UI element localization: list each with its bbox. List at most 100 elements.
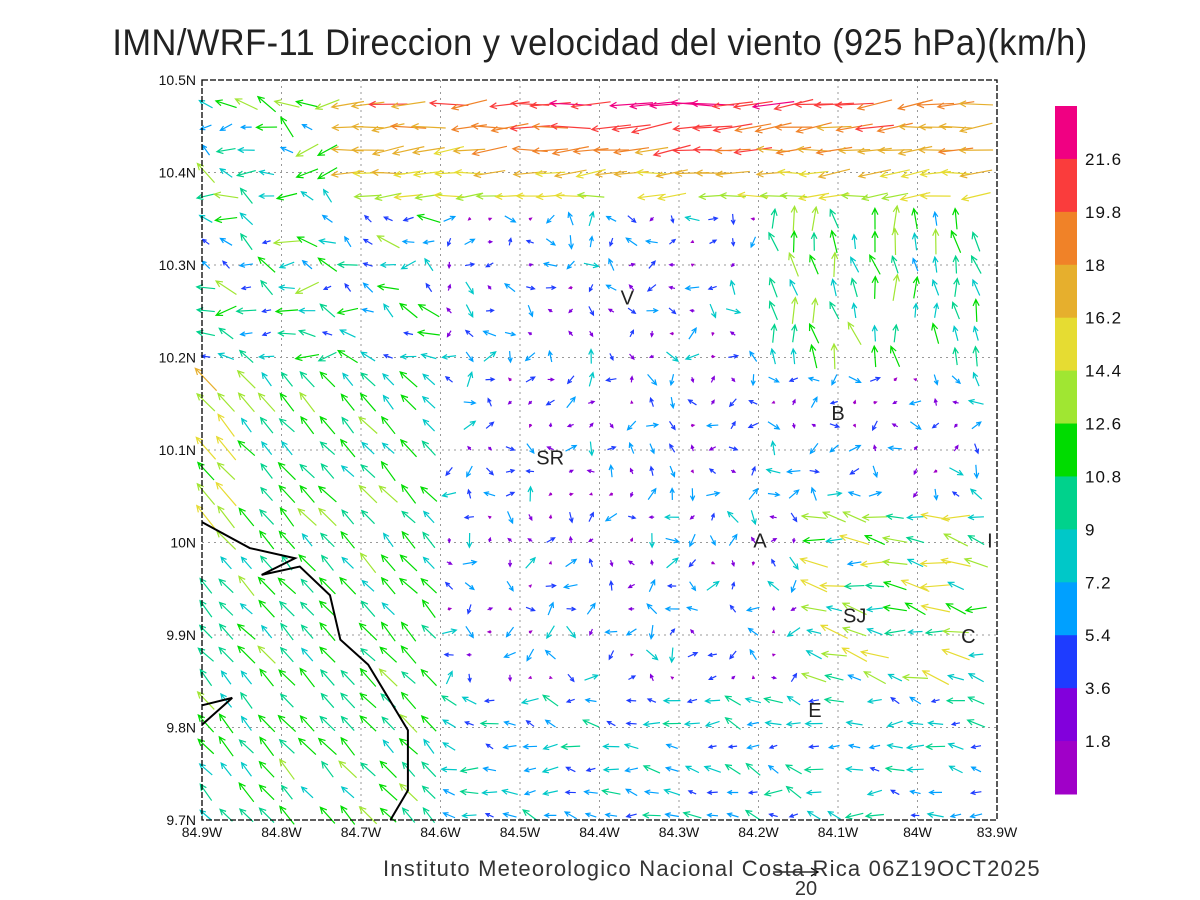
wind-arrow (775, 146, 812, 156)
wind-arrow-path (750, 374, 756, 387)
wind-arrow (866, 627, 883, 636)
wind-arrow (340, 715, 355, 731)
wind-arrow-path (953, 444, 959, 452)
wind-arrow (525, 469, 535, 474)
wind-arrow (317, 351, 337, 362)
wind-arrow (569, 492, 574, 497)
wind-arrow-path (382, 394, 394, 410)
wind-arrow-path (669, 374, 675, 387)
wind-arrow-path (669, 487, 675, 500)
wind-arrow-path (746, 744, 760, 750)
wind-arrow (687, 651, 699, 658)
wind-arrow (810, 396, 818, 408)
wind-arrow (857, 169, 892, 179)
wind-arrow-path (522, 743, 538, 750)
wind-arrow (916, 101, 955, 109)
wind-arrow-path (768, 376, 780, 383)
wind-arrow-path (664, 606, 679, 612)
wind-arrow (218, 735, 234, 757)
wind-arrow-path (724, 695, 742, 706)
wind-arrow-path (848, 444, 862, 452)
wind-arrow-path (748, 399, 758, 405)
wind-arrow (505, 446, 516, 451)
wind-arrow-path (749, 350, 758, 362)
wind-arrow (470, 122, 508, 130)
wind-arrow-path (440, 695, 457, 706)
wind-arrow (664, 766, 679, 772)
wind-arrow (647, 373, 658, 386)
wind-arrow (791, 423, 796, 429)
wind-arrow (360, 464, 376, 478)
wind-arrow-path (784, 764, 802, 775)
wind-arrow (319, 621, 336, 642)
wind-arrow (941, 648, 970, 661)
wind-arrow-path (218, 578, 234, 594)
wind-arrow-path (299, 601, 315, 616)
wind-arrow-path (256, 95, 277, 113)
y-tick-label: 10.3N (159, 257, 196, 273)
wind-arrow-path (545, 285, 557, 291)
wind-arrow-path (628, 441, 635, 454)
wind-arrow (317, 485, 337, 503)
wind-arrow (526, 443, 535, 455)
wind-arrow (300, 191, 314, 201)
colorbar-segment (1055, 635, 1077, 689)
wind-arrow (236, 623, 256, 640)
wind-arrow-path (819, 582, 849, 590)
wind-arrow-path (218, 601, 234, 616)
wind-arrow (401, 530, 416, 549)
wind-arrow (340, 786, 355, 799)
wind-arrow-path (751, 561, 756, 567)
wind-arrow-path (273, 99, 300, 108)
wind-arrow-path (953, 423, 958, 428)
wind-arrow-path (904, 602, 926, 616)
wind-arrow-path (791, 423, 796, 429)
colorbar-segment (1055, 688, 1077, 742)
wind-arrow (380, 576, 396, 595)
wind-arrow (669, 331, 674, 336)
wind-arrow (773, 98, 814, 112)
wind-arrow-path (339, 438, 356, 458)
wind-arrow (869, 254, 881, 275)
wind-arrow-path (196, 392, 216, 412)
colorbar-segment (1055, 529, 1077, 583)
wind-arrow (398, 577, 418, 594)
y-tick-label: 10.4N (159, 165, 196, 181)
wind-arrow-path (790, 347, 797, 365)
wind-arrow (562, 583, 578, 590)
wind-arrow-path (280, 116, 294, 138)
wind-arrow (863, 534, 886, 546)
wind-arrow (629, 329, 635, 338)
wind-arrow (301, 532, 313, 547)
wind-arrow-path (829, 444, 839, 453)
wind-arrow-path (630, 400, 634, 405)
wind-arrow-path (543, 812, 557, 819)
wind-arrow-path (547, 308, 553, 313)
wind-arrow-path (830, 278, 837, 297)
wind-arrow-path (711, 101, 753, 110)
wind-arrow (279, 646, 294, 663)
wind-arrow-path (864, 582, 884, 590)
wind-arrow-path (689, 308, 695, 313)
wind-arrow-path (851, 233, 858, 250)
wind-arrow-path (360, 372, 376, 387)
wind-arrow (531, 123, 569, 131)
wind-arrow (668, 307, 677, 315)
wind-arrow (847, 491, 861, 497)
wind-arrow (724, 695, 742, 706)
wind-arrow (885, 513, 904, 520)
wind-arrow-path (295, 168, 319, 179)
wind-arrow-path (666, 583, 677, 589)
wind-arrow-path (371, 145, 404, 157)
wind-arrow-path (730, 213, 736, 226)
wind-arrow (866, 789, 883, 796)
wind-arrow-path (222, 260, 230, 269)
wind-arrow (788, 813, 799, 818)
wind-arrow (549, 675, 553, 680)
wind-arrow (825, 605, 843, 612)
wind-arrow (195, 329, 216, 337)
wind-arrow (467, 673, 472, 683)
wind-arrow-path (672, 124, 712, 133)
wind-arrow (422, 418, 436, 432)
wind-arrow (374, 192, 402, 201)
